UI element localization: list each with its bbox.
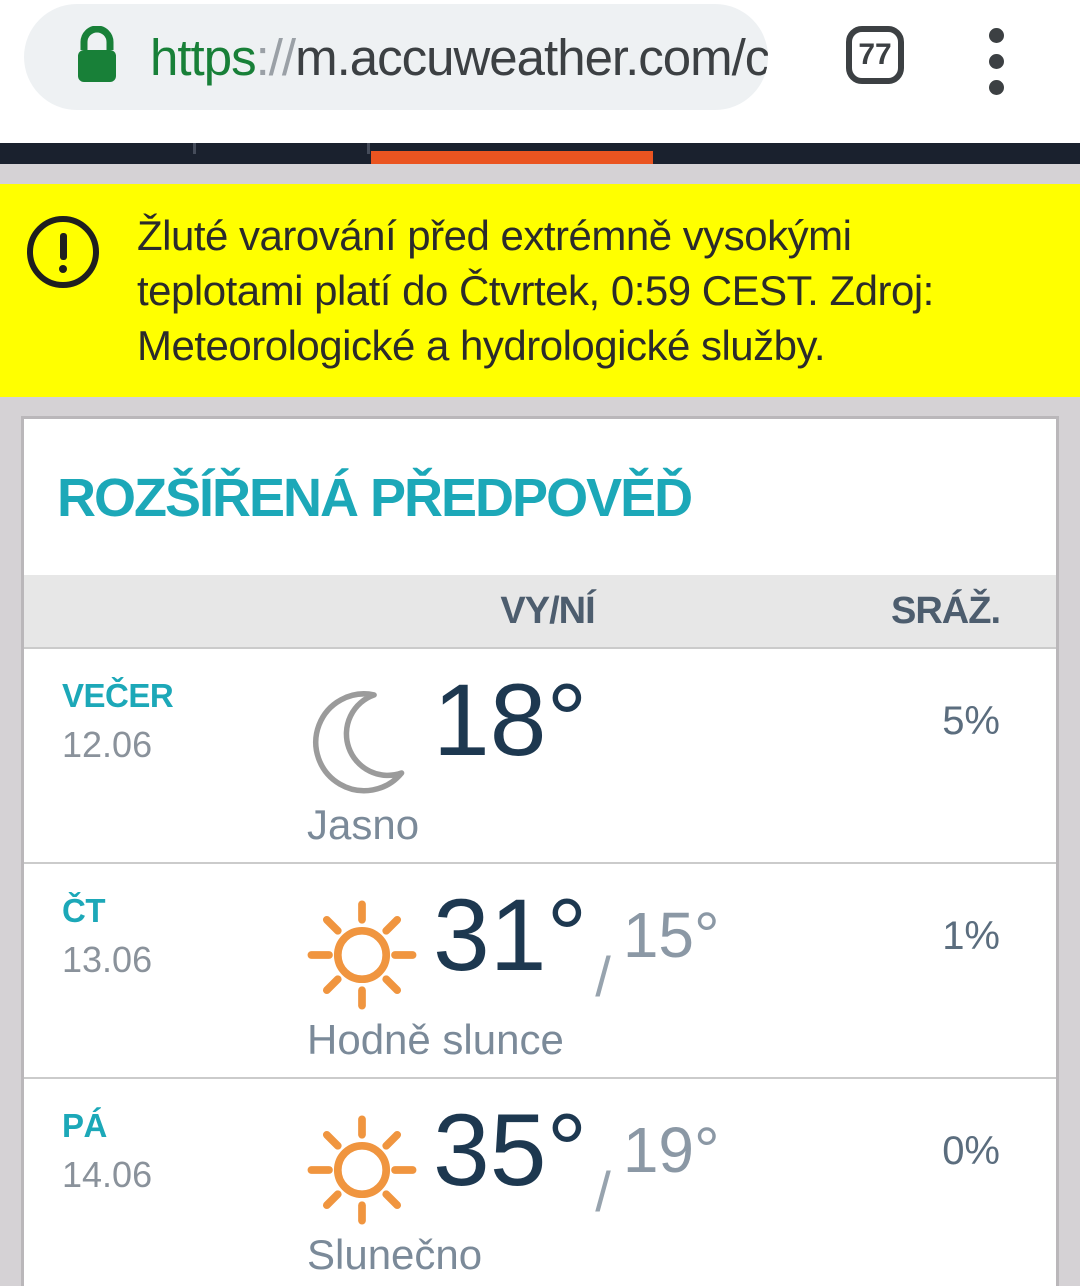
sun-icon bbox=[307, 1115, 417, 1225]
sun-icon bbox=[307, 900, 417, 1010]
day-cell: PÁ 14.06 bbox=[62, 1107, 152, 1196]
day-date: 14.06 bbox=[62, 1154, 153, 1195]
temperature-cell: 35° / 19° bbox=[307, 1093, 720, 1225]
condition-label: Jasno bbox=[307, 801, 420, 848]
warning-line: teplotami platí do Čtvrtek, 0:59 CEST. Z… bbox=[137, 267, 934, 314]
site-nav-strip bbox=[0, 143, 1080, 164]
forecast-row[interactable]: ČT 13.06 bbox=[24, 862, 1056, 1077]
url-text: https://m.accuweather.com/c bbox=[150, 28, 768, 87]
extended-forecast-card: ROZŠÍŘENÁ PŘEDPOVĚĎ VY/NÍ SRÁŽ. VEČER 12… bbox=[21, 416, 1059, 1286]
column-header-row: VY/NÍ SRÁŽ. bbox=[24, 575, 1056, 647]
warning-text: Žluté varování před extrémně vysokými te… bbox=[137, 208, 934, 373]
tab-switcher-button[interactable]: 77 bbox=[846, 26, 904, 84]
day-cell: VEČER 12.06 bbox=[62, 677, 174, 766]
condition-label: Hodně slunce bbox=[307, 1016, 564, 1063]
day-cell: ČT 13.06 bbox=[62, 892, 152, 981]
temperature-cell: 18° / bbox=[307, 663, 588, 795]
nav-separator bbox=[193, 143, 196, 154]
spacer bbox=[0, 164, 1080, 184]
day-label: ČT bbox=[62, 892, 106, 929]
nav-active-tab-indicator[interactable] bbox=[371, 151, 653, 164]
spacer bbox=[0, 397, 1080, 416]
precip-value: 1% bbox=[942, 914, 1000, 958]
forecast-row[interactable]: VEČER 12.06 bbox=[24, 647, 1056, 862]
tab-count: 77 bbox=[858, 38, 892, 71]
page-body: Žluté varování před extrémně vysokými te… bbox=[0, 164, 1080, 1286]
weather-warning-banner[interactable]: Žluté varování před extrémně vysokými te… bbox=[0, 184, 1080, 397]
high-temp: 31° bbox=[433, 878, 588, 992]
alert-circle-icon bbox=[27, 216, 99, 288]
condition-label: Slunečno bbox=[307, 1231, 483, 1278]
warning-line: Meteorologické a hydrologické služby. bbox=[137, 322, 826, 369]
nav-separator bbox=[367, 143, 370, 154]
precip-column-header: SRÁŽ. bbox=[891, 589, 1001, 632]
menu-dot bbox=[988, 80, 1004, 95]
moon-icon bbox=[307, 685, 417, 795]
address-bar[interactable]: https://m.accuweather.com/c bbox=[24, 4, 768, 110]
hi-lo-column-header: VY/NÍ bbox=[500, 589, 595, 632]
day-date: 13.06 bbox=[62, 939, 153, 980]
warning-line: Žluté varování před extrémně vysokými bbox=[137, 212, 852, 259]
precip-value: 0% bbox=[942, 1129, 1000, 1173]
card-title: ROZŠÍŘENÁ PŘEDPOVĚĎ bbox=[57, 468, 693, 528]
forecast-rows: VEČER 12.06 bbox=[24, 647, 1056, 1286]
url-separator: :// bbox=[255, 28, 297, 86]
high-temp: 35° bbox=[433, 1093, 588, 1207]
menu-dot bbox=[988, 54, 1004, 69]
browser-menu-button[interactable] bbox=[986, 28, 1006, 95]
day-date: 12.06 bbox=[62, 724, 153, 765]
low-temp: 19° bbox=[622, 1114, 720, 1186]
temp-separator: / bbox=[595, 1160, 611, 1223]
url-host-path: m.accuweather.com/c bbox=[295, 28, 768, 86]
day-label: VEČER bbox=[62, 677, 174, 714]
day-label: PÁ bbox=[62, 1107, 107, 1144]
low-temp: 15° bbox=[622, 899, 720, 971]
temperature-cell: 31° / 15° bbox=[307, 878, 720, 1010]
url-scheme: https bbox=[150, 28, 257, 86]
precip-value: 5% bbox=[942, 699, 1000, 743]
menu-dot bbox=[988, 28, 1004, 43]
browser-toolbar: https://m.accuweather.com/c 77 bbox=[0, 0, 1080, 143]
forecast-row[interactable]: PÁ 14.06 bbox=[24, 1077, 1056, 1286]
temp-separator: / bbox=[595, 945, 611, 1008]
secure-lock-icon bbox=[74, 25, 120, 89]
high-temp: 18° bbox=[433, 663, 588, 777]
